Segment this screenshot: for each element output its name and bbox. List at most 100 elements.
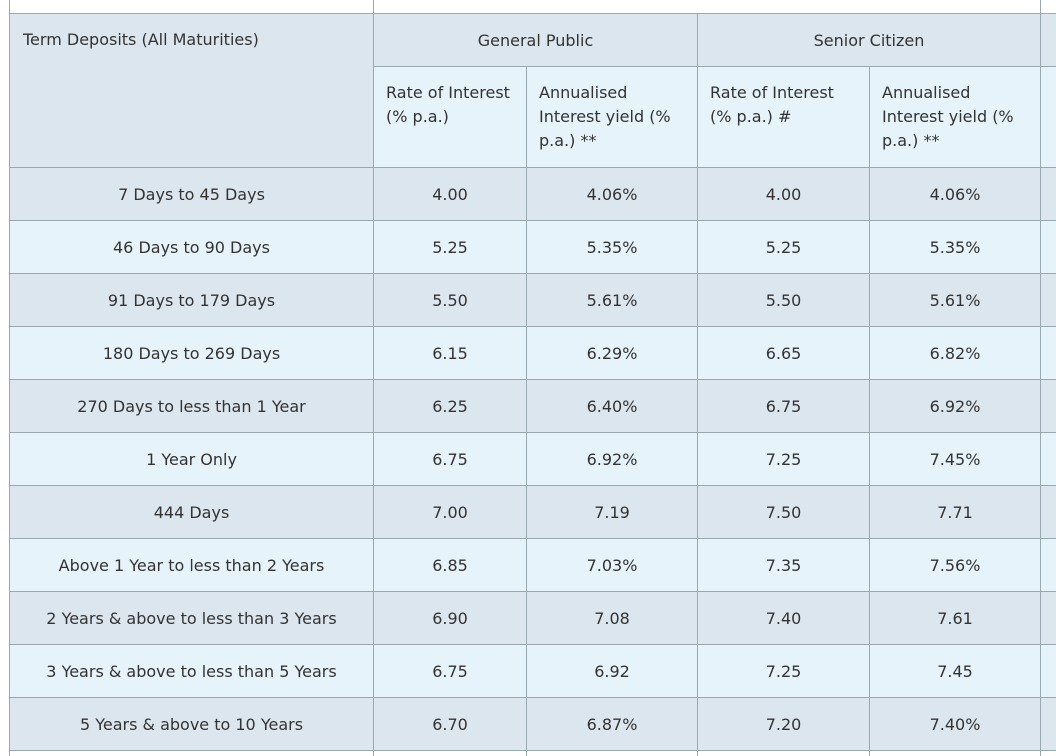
general-yield-header: Annualised Interest yield (% p.a.) **: [526, 66, 698, 168]
general-yield-cell: 5.61%: [526, 273, 698, 327]
senior-rate-cell: 7.20: [697, 697, 870, 751]
edge-cell: [1040, 326, 1056, 380]
senior-yield-cell: 7.71: [869, 485, 1041, 539]
edge-cell: [1040, 591, 1056, 645]
senior-yield-cell: 7.56%: [869, 538, 1041, 592]
term-cell: Above 1 Year to less than 2 Years: [9, 538, 374, 592]
header-sub-row: Rate of Interest (% p.a.) Annualised Int…: [10, 66, 1056, 168]
senior-yield-cell: 7.45%: [869, 432, 1041, 486]
general-yield-cell: 7.19: [526, 485, 698, 539]
empty-cell: [869, 750, 1041, 756]
empty-cell: [526, 750, 698, 756]
senior-yield-cell: 6.82%: [869, 326, 1041, 380]
edge-cell: [1040, 644, 1056, 698]
table-row: 5 Years & above to 10 Years 6.70 6.87% 7.20…: [9, 697, 1056, 751]
empty-cell: [373, 750, 527, 756]
empty-cell: [9, 750, 374, 756]
term-cell: 180 Days to 269 Days: [9, 326, 374, 380]
term-cell: 5 Years & above to 10 Years: [9, 697, 374, 751]
general-rate-header: Rate of Interest (% p.a.): [373, 66, 527, 168]
general-yield-cell: 5.35%: [526, 220, 698, 274]
table-row: 7 Days to 45 Days 4.00 4.06% 4.00 4.06%: [9, 167, 1056, 221]
edge-cell: [1040, 697, 1056, 751]
general-rate-cell: 7.00: [373, 485, 527, 539]
senior-yield-header: Annualised Interest yield (% p.a.) **: [869, 66, 1041, 168]
senior-rate-header: Rate of Interest (% p.a.) #: [697, 66, 870, 168]
edge-cell: [1040, 220, 1056, 274]
general-rate-cell: 6.25: [373, 379, 527, 433]
general-yield-cell: 6.29%: [526, 326, 698, 380]
table-row: 46 Days to 90 Days 5.25 5.35% 5.25 5.35%: [9, 220, 1056, 274]
empty-cell: [697, 750, 870, 756]
term-cell: 46 Days to 90 Days: [9, 220, 374, 274]
senior-yield-cell: 7.61: [869, 591, 1041, 645]
table-top-row: [9, 0, 1056, 14]
general-yield-cell: 6.87%: [526, 697, 698, 751]
general-rate-cell: 6.90: [373, 591, 527, 645]
general-yield-cell: 6.92%: [526, 432, 698, 486]
table-row: 1 Year Only 6.75 6.92% 7.25 7.45%: [9, 432, 1056, 486]
senior-rate-cell: 7.50: [697, 485, 870, 539]
general-yield-cell: 6.92: [526, 644, 698, 698]
table-row: 270 Days to less than 1 Year 6.25 6.40% 6.7…: [9, 379, 1056, 433]
general-rate-cell: 6.15: [373, 326, 527, 380]
table-bottom-row: [9, 750, 1056, 756]
senior-yield-cell: 7.40%: [869, 697, 1041, 751]
table-row: 91 Days to 179 Days 5.50 5.61% 5.50 5.61%: [9, 273, 1056, 327]
term-cell: 2 Years & above to less than 3 Years: [9, 591, 374, 645]
term-cell: 444 Days: [9, 485, 374, 539]
general-rate-cell: 6.70: [373, 697, 527, 751]
senior-rate-cell: 7.40: [697, 591, 870, 645]
term-cell: 7 Days to 45 Days: [9, 167, 374, 221]
term-deposits-header: Term Deposits (All Maturities): [9, 13, 374, 168]
senior-rate-cell: 7.25: [697, 644, 870, 698]
general-yield-cell: 4.06%: [526, 167, 698, 221]
senior-rate-cell: 5.25: [697, 220, 870, 274]
general-rate-cell: 5.25: [373, 220, 527, 274]
edge-cell: [1040, 379, 1056, 433]
term-cell: 91 Days to 179 Days: [9, 273, 374, 327]
term-deposit-rates-table: Term Deposits (All Maturities) General P…: [9, 0, 1056, 756]
edge-cell: [1040, 432, 1056, 486]
senior-yield-cell: 7.45: [869, 644, 1041, 698]
senior-rate-cell: 7.35: [697, 538, 870, 592]
edge-cell: [1040, 167, 1056, 221]
senior-rate-cell: 6.65: [697, 326, 870, 380]
empty-cell: [1040, 0, 1056, 14]
general-public-header: General Public: [373, 13, 698, 67]
general-yield-cell: 7.03%: [526, 538, 698, 592]
table-row: Above 1 Year to less than 2 Years 6.85 7.0…: [9, 538, 1056, 592]
table-row: 3 Years & above to less than 5 Years 6.75…: [9, 644, 1056, 698]
term-cell: 1 Year Only: [9, 432, 374, 486]
senior-yield-cell: 6.92%: [869, 379, 1041, 433]
general-yield-cell: 6.40%: [526, 379, 698, 433]
senior-yield-cell: 5.61%: [869, 273, 1041, 327]
general-yield-cell: 7.08: [526, 591, 698, 645]
general-rate-cell: 6.85: [373, 538, 527, 592]
senior-rate-cell: 4.00: [697, 167, 870, 221]
edge-cell: [1040, 273, 1056, 327]
senior-rate-cell: 5.50: [697, 273, 870, 327]
senior-yield-cell: 5.35%: [869, 220, 1041, 274]
edge-cell: [1040, 485, 1056, 539]
edge-cell: [1040, 538, 1056, 592]
table-row: 180 Days to 269 Days 6.15 6.29% 6.65 6.82%: [9, 326, 1056, 380]
header-group-row: Term Deposits (All Maturities) General P…: [9, 13, 1056, 168]
edge-cell: [1040, 13, 1056, 67]
edge-cell: [1040, 66, 1056, 168]
senior-rate-cell: 7.25: [697, 432, 870, 486]
table-row: 444 Days 7.00 7.19 7.50 7.71: [9, 485, 1056, 539]
general-rate-cell: 6.75: [373, 432, 527, 486]
senior-yield-cell: 4.06%: [869, 167, 1041, 221]
term-cell: 3 Years & above to less than 5 Years: [9, 644, 374, 698]
empty-cell: [9, 0, 374, 14]
senior-rate-cell: 6.75: [697, 379, 870, 433]
table-row: 2 Years & above to less than 3 Years 6.90…: [9, 591, 1056, 645]
general-rate-cell: 4.00: [373, 167, 527, 221]
term-cell: 270 Days to less than 1 Year: [9, 379, 374, 433]
senior-citizen-header: Senior Citizen: [697, 13, 1041, 67]
general-rate-cell: 6.75: [373, 644, 527, 698]
empty-cell: [373, 0, 1041, 14]
empty-cell: [1040, 750, 1056, 756]
